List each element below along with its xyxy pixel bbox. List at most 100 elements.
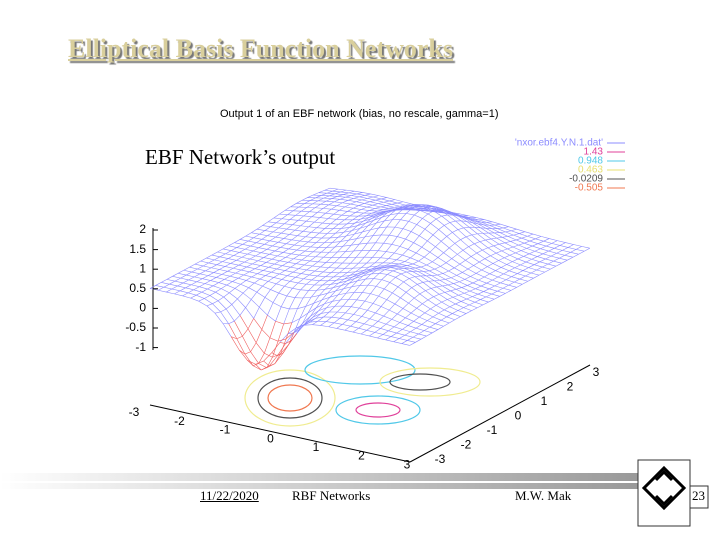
mesh-line: [315, 195, 322, 199]
mesh-line: [567, 247, 577, 250]
mesh-line: [388, 303, 396, 311]
mesh-line: [420, 275, 429, 282]
mesh-line: [415, 338, 422, 343]
mesh-line: [299, 250, 306, 256]
mesh-line: [309, 270, 316, 276]
mesh-line: [389, 282, 399, 288]
mesh-line: [318, 307, 327, 312]
mesh-line: [391, 202, 398, 205]
mesh-line: [510, 287, 517, 291]
mesh-line: [200, 260, 209, 264]
mesh-line: [383, 309, 390, 317]
mesh-line: [477, 291, 484, 295]
mesh-line: [379, 265, 386, 268]
mesh-line: [191, 271, 201, 275]
mesh-line: [280, 243, 287, 248]
mesh-line: [383, 282, 391, 290]
mesh-line: [524, 231, 534, 235]
mesh-line: [300, 225, 309, 228]
mesh-line: [361, 333, 370, 337]
mesh-line: [312, 324, 321, 326]
mesh-line: [296, 323, 303, 334]
mesh-line: [355, 250, 363, 258]
mesh-line: [197, 268, 206, 272]
mesh-line: [346, 278, 355, 282]
mesh-line: [547, 260, 554, 265]
mesh-line: [377, 334, 384, 339]
mesh-line: [303, 296, 312, 299]
mesh-line: [419, 293, 429, 301]
mesh-line: [278, 292, 287, 297]
mesh-line: [171, 288, 181, 292]
mesh-line: [516, 228, 525, 232]
mesh-line: [322, 284, 331, 286]
mesh-line: [273, 213, 280, 219]
mesh-line: [287, 327, 297, 334]
mesh-line: [553, 260, 562, 264]
mesh-line: [378, 195, 387, 198]
z-tick-label: 0.5: [129, 281, 146, 295]
mesh-line: [440, 236, 447, 242]
mesh-line: [295, 215, 304, 217]
mesh-line: [432, 329, 439, 334]
mesh-line: [399, 334, 405, 339]
mesh-line: [486, 221, 493, 223]
mesh-line: [380, 257, 389, 259]
mesh-line: [474, 241, 480, 245]
mesh-line: [341, 282, 350, 286]
mesh-line: [228, 320, 235, 325]
mesh-line: [488, 232, 497, 239]
mesh-line: [263, 352, 272, 362]
mesh-line: [163, 286, 172, 290]
mesh-line: [287, 210, 294, 215]
mesh-line: [260, 262, 267, 266]
mesh-line: [203, 265, 212, 269]
mesh-line: [519, 233, 528, 237]
mesh-line: [323, 271, 332, 273]
mesh-line: [377, 265, 386, 267]
mesh-line: [545, 243, 552, 247]
mesh-line: [186, 274, 195, 278]
mesh-line: [287, 258, 294, 263]
mesh-line: [289, 215, 296, 220]
mesh-line: [539, 261, 549, 265]
mesh-line: [385, 244, 392, 252]
mesh-line: [534, 248, 541, 252]
mesh-line: [322, 222, 331, 225]
mesh-line: [505, 290, 512, 294]
mesh-line: [415, 324, 422, 329]
mesh-line: [547, 263, 557, 267]
mesh-line: [258, 363, 267, 369]
mesh-line: [427, 296, 434, 301]
mesh-line: [519, 231, 525, 234]
mesh-line: [463, 227, 472, 236]
mesh-line: [418, 333, 427, 337]
mesh-line: [417, 271, 427, 277]
mesh-line: [353, 207, 362, 210]
mesh-line: [462, 272, 471, 277]
mesh-line: [223, 296, 233, 305]
mesh-line: [525, 272, 532, 277]
mesh-line: [212, 285, 222, 289]
mesh-line: [258, 260, 267, 263]
mesh-line: [398, 268, 407, 273]
mesh-line: [292, 288, 301, 291]
mesh-line: [221, 271, 228, 275]
mesh-line: [359, 195, 366, 198]
mesh-line: [190, 297, 199, 302]
mesh-line: [437, 210, 446, 212]
legend-label: 0.463: [578, 165, 603, 176]
mesh-line: [431, 275, 440, 281]
mesh-line: [341, 223, 348, 229]
mesh-line: [334, 241, 341, 248]
mesh-line: [402, 228, 412, 232]
mesh-line: [331, 208, 340, 211]
mesh-line: [231, 298, 238, 305]
mesh-line: [380, 306, 390, 311]
mesh-line: [457, 310, 467, 314]
mesh-line: [303, 211, 310, 217]
mesh-line: [533, 274, 540, 279]
mesh-line: [418, 330, 425, 335]
mesh-line: [299, 306, 306, 319]
mesh-line: [229, 288, 236, 293]
